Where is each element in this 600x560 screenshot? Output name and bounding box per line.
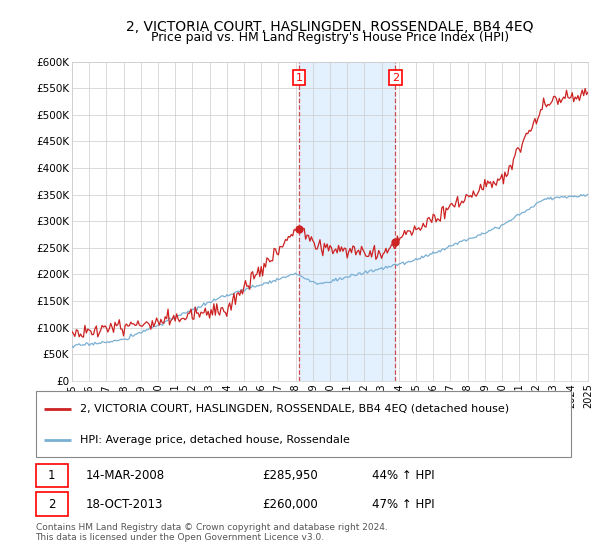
Bar	[299, 62, 395, 381]
Text: 1: 1	[296, 73, 303, 82]
Text: Price paid vs. HM Land Registry's House Price Index (HPI): Price paid vs. HM Land Registry's House …	[151, 31, 509, 44]
Text: 14-MAR-2008: 14-MAR-2008	[85, 469, 164, 482]
Text: £260,000: £260,000	[262, 498, 317, 511]
Text: 18-OCT-2013: 18-OCT-2013	[85, 498, 163, 511]
Text: £285,950: £285,950	[262, 469, 317, 482]
Text: 1: 1	[48, 469, 55, 482]
Text: HPI: Average price, detached house, Rossendale: HPI: Average price, detached house, Ross…	[80, 435, 350, 445]
Text: 2, VICTORIA COURT, HASLINGDEN, ROSSENDALE, BB4 4EQ: 2, VICTORIA COURT, HASLINGDEN, ROSSENDAL…	[126, 20, 534, 34]
Text: 2: 2	[392, 73, 399, 82]
FancyBboxPatch shape	[35, 492, 68, 516]
Text: 2: 2	[48, 498, 55, 511]
Text: 47% ↑ HPI: 47% ↑ HPI	[372, 498, 435, 511]
Text: 2, VICTORIA COURT, HASLINGDEN, ROSSENDALE, BB4 4EQ (detached house): 2, VICTORIA COURT, HASLINGDEN, ROSSENDAL…	[80, 404, 509, 414]
FancyBboxPatch shape	[35, 464, 68, 487]
Text: 44% ↑ HPI: 44% ↑ HPI	[372, 469, 435, 482]
Text: Contains HM Land Registry data © Crown copyright and database right 2024.
This d: Contains HM Land Registry data © Crown c…	[35, 523, 387, 542]
FancyBboxPatch shape	[35, 391, 571, 457]
